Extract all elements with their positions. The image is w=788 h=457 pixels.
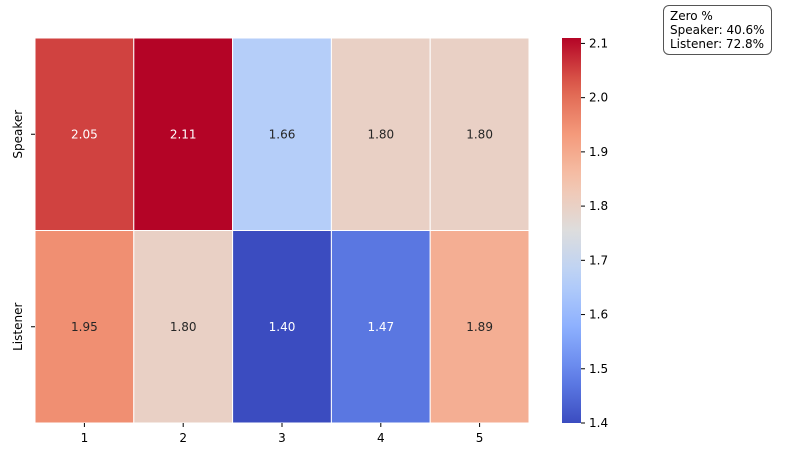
cell-value-label: 1.80: [170, 320, 197, 334]
annotation-listener: Listener: 72.8%: [670, 37, 765, 51]
colorbar-tick-label: 2.0: [589, 91, 608, 105]
cell-value-label: 1.89: [466, 320, 493, 334]
y-tick-label: Listener: [11, 303, 25, 351]
colorbar-tick-label: 2.1: [589, 36, 608, 50]
heatmap-cell-listener-1: [34, 230, 135, 424]
cell-value-label: 1.95: [71, 320, 98, 334]
heatmap-cell-listener-5: [429, 230, 530, 424]
heatmap-cell-listener-3: [232, 230, 332, 424]
colorbar-tick-label: 1.7: [589, 253, 608, 267]
colorbar-tick-label: 1.8: [589, 199, 608, 213]
cell-value-label: 1.66: [269, 127, 296, 141]
x-tick-label: 2: [179, 431, 187, 445]
x-tick-label: 1: [81, 431, 89, 445]
heatmap-cells: [34, 37, 530, 424]
cell-value-label: 1.40: [269, 320, 296, 334]
colorbar-tick-label: 1.9: [589, 145, 608, 159]
x-tick-label: 3: [278, 431, 286, 445]
colorbar: 1.4 1.5 1.6 1.7 1.8 1.9 2.0 2.1: [562, 36, 608, 430]
zero-percent-annotation: Zero % Speaker: 40.6% Listener: 72.8%: [663, 5, 772, 55]
heatmap-cell-speaker-2: [133, 37, 234, 231]
heatmap-cell-speaker-4: [330, 37, 431, 231]
x-tick-label: 4: [377, 431, 385, 445]
annotation-speaker: Speaker: 40.6%: [670, 23, 765, 37]
annotation-title: Zero %: [670, 9, 713, 23]
cell-value-label: 2.11: [170, 127, 197, 141]
colorbar-gradient: [562, 38, 581, 423]
cell-value-label: 1.47: [367, 320, 394, 334]
y-tick-label: Speaker: [11, 110, 25, 159]
heatmap-cell-speaker-3: [232, 37, 332, 231]
x-axis: 1 2 3 4 5: [81, 423, 484, 445]
x-tick-label: 5: [476, 431, 484, 445]
y-axis: Speaker Listener: [11, 110, 35, 351]
cell-value-label: 1.80: [466, 127, 493, 141]
colorbar-tick-label: 1.5: [589, 362, 608, 376]
colorbar-tick-label: 1.6: [589, 308, 608, 322]
colorbar-tick-label: 1.4: [589, 416, 608, 430]
heatmap-cell-speaker-5: [429, 37, 530, 231]
heatmap-cell-speaker-1: [34, 37, 135, 231]
heatmap-cell-labels: 2.05 2.11 1.66 1.80 1.80 1.95 1.80 1.40 1.47 1.89: [71, 127, 493, 334]
cell-value-label: 1.80: [367, 127, 394, 141]
cell-value-label: 2.05: [71, 127, 98, 141]
